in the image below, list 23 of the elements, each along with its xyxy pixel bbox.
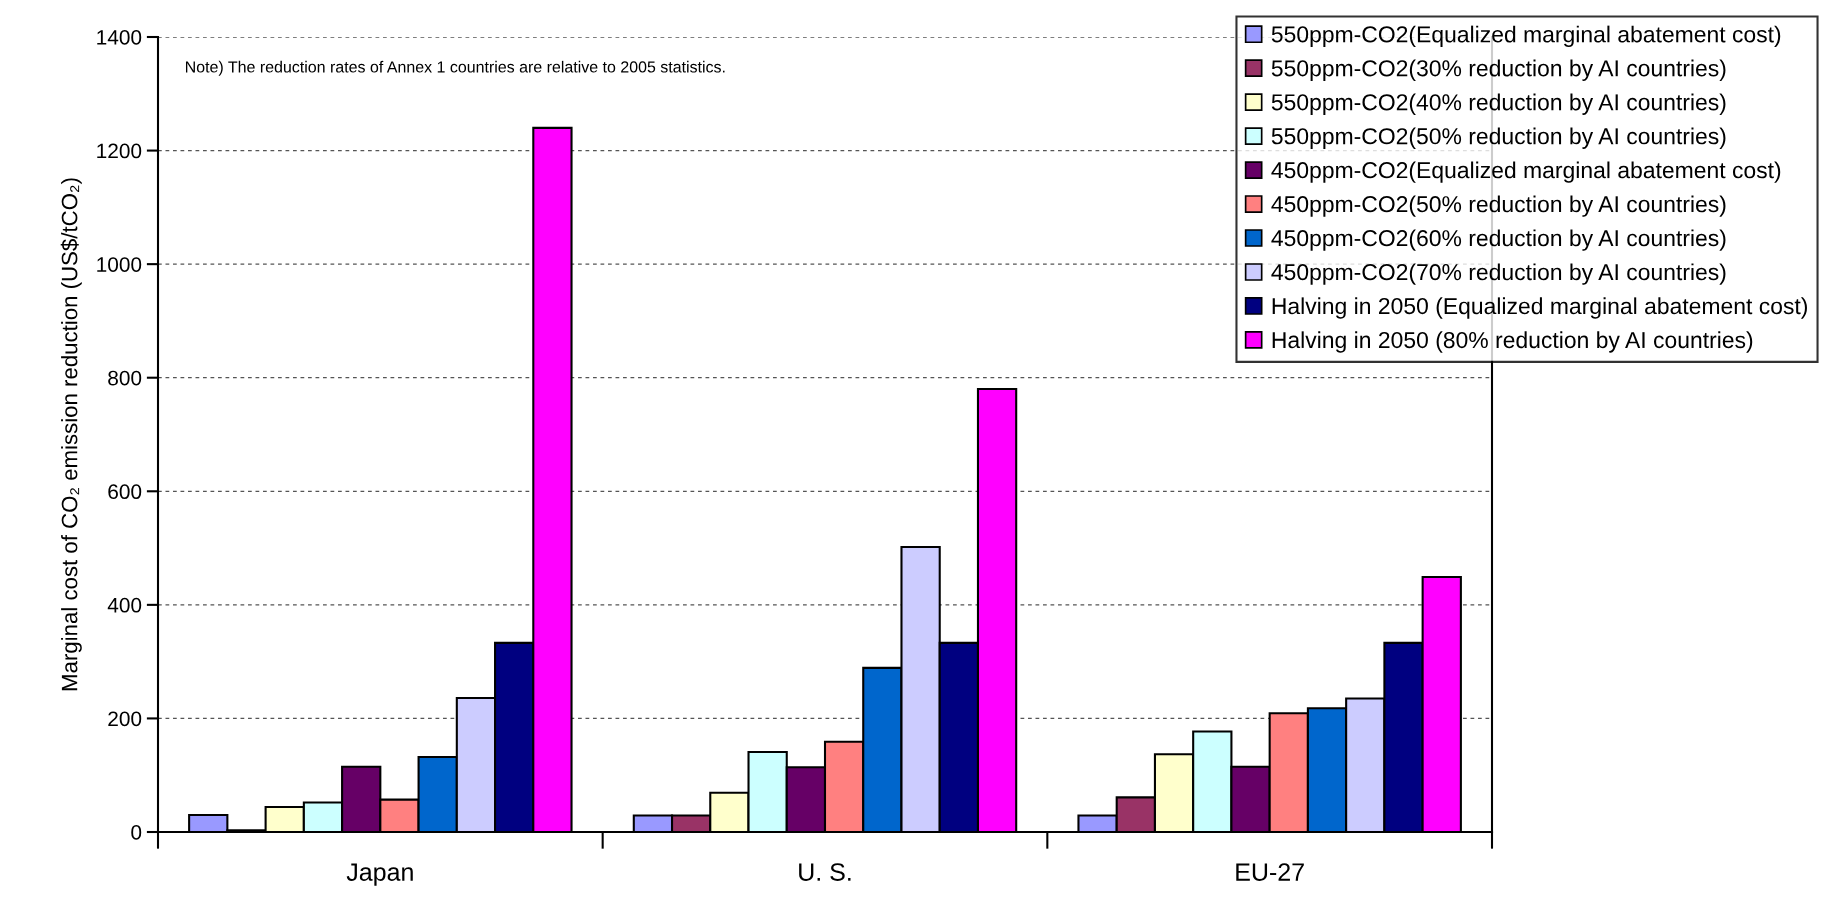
x-tick-label: Japan [346, 863, 413, 886]
y-tick-label: 1000 [97, 257, 142, 272]
y-tick-label: 200 [108, 711, 142, 727]
y-tick-label: 600 [108, 484, 142, 500]
legend-label: Halving in 2050 (Equalized marginal abatement cost) [1272, 297, 1807, 319]
x-tick-label: U. S. [799, 863, 851, 881]
legend-label: 450ppm-CO2(70% reduction by AI countries) [1271, 263, 1726, 285]
y-tick-label: 800 [108, 370, 142, 386]
y-tick-label: 400 [107, 597, 142, 613]
legend-label: 550ppm-CO2(50% reduction by AI countries) [1271, 127, 1726, 149]
legend-label: 450ppm-CO2(50% reduction by AI countries) [1271, 195, 1726, 217]
legend-label: 550ppm-CO2(40% reduction by AI countries) [1271, 93, 1726, 115]
legend-label: 450ppm-CO2(60% reduction by AI countries) [1271, 229, 1726, 251]
x-tick-label: EU-27 [1236, 863, 1304, 881]
legend-label: 550ppm-CO2(30% reduction by AI countries) [1271, 59, 1726, 81]
legend-label: Halving in 2050 (80% reduction by AI countries) [1272, 331, 1753, 353]
y-tick-label: 1200 [97, 143, 142, 159]
legend-label: 450ppm-CO2(Equalized marginal abatement cost) [1271, 161, 1781, 183]
legend-label: 550ppm-CO2(Equalized marginal abatement cost) [1271, 25, 1781, 47]
y-axis-title: Marginal cost of CO₂ emission reduction (US$/tCO₂) [60, 178, 82, 691]
y-tick-label: 1400 [97, 30, 142, 45]
y-tick-label: 0 [131, 825, 142, 840]
annotation: Note) The reduction rates of Annex 1 countries are relative to 2005 statistics. [185, 60, 725, 76]
